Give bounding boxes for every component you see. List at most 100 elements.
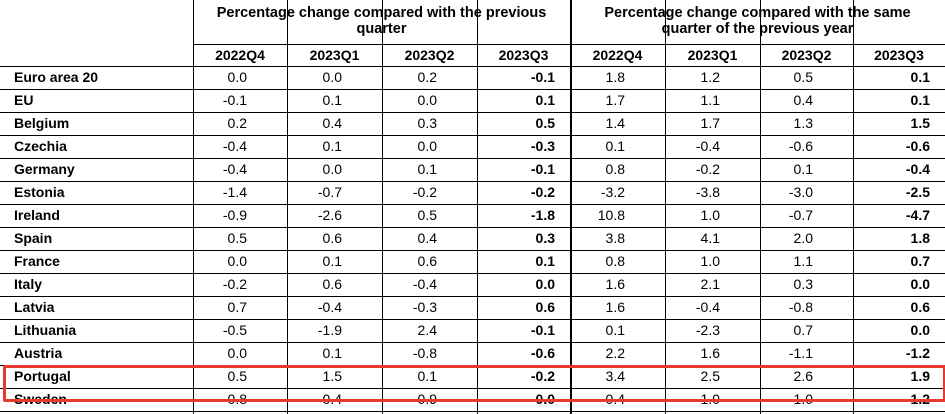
cell-value: 0.0 (910, 322, 930, 338)
cell-value: 1.1 (700, 92, 720, 108)
column-rule (853, 0, 854, 414)
row-label: France (14, 253, 60, 269)
row-label: EU (14, 92, 34, 108)
cell-value: 0.4 (417, 230, 437, 246)
cell-value: 1.5 (322, 368, 342, 384)
cell-value: 0.7 (910, 253, 930, 269)
cell-value: 1.0 (700, 253, 720, 269)
row-label: Austria (14, 345, 63, 361)
cell-value: 2.4 (417, 322, 437, 338)
cell-value: 0.1 (417, 161, 437, 177)
group-header: Percentage change compared with the same… (604, 5, 911, 37)
cell-value: -0.2 (412, 184, 437, 200)
cell-value: -1.9 (317, 322, 342, 338)
cell-value: -0.1 (222, 92, 247, 108)
row-rule (0, 112, 945, 113)
cell-value: 0.0 (417, 138, 437, 154)
column-rule (382, 0, 383, 414)
row-rule (0, 296, 945, 297)
cell-value: -1.2 (905, 345, 930, 361)
cell-value: -0.9 (222, 207, 247, 223)
cell-value: 0.1 (605, 138, 625, 154)
column-header: 2023Q2 (781, 47, 832, 63)
cell-value: 1.8 (910, 230, 930, 246)
cell-value: -1.4 (222, 184, 247, 200)
row-label: Italy (14, 276, 43, 292)
cell-value: 0.0 (227, 345, 247, 361)
column-rule (665, 0, 666, 414)
column-header: 2023Q3 (874, 47, 924, 63)
cell-value: 0.1 (535, 253, 555, 269)
cell-value: 0.1 (910, 92, 930, 108)
cell-value: -0.6 (788, 138, 813, 154)
cell-value: 10.8 (597, 207, 625, 223)
cell-value: -0.1 (530, 161, 555, 177)
cell-value: 0.1 (322, 253, 342, 269)
cell-value: 0.1 (417, 368, 437, 384)
cell-value: 0.3 (535, 230, 555, 246)
cell-value: 0.0 (417, 92, 437, 108)
cell-value: -0.4 (695, 299, 720, 315)
cell-value: 0.3 (793, 276, 813, 292)
cell-value: -0.8 (788, 299, 813, 315)
cell-value: -0.2 (222, 276, 247, 292)
column-rule (477, 0, 478, 414)
cell-value: 1.7 (605, 92, 625, 108)
cell-value: 1.9 (910, 368, 930, 384)
column-header: 2023Q1 (309, 47, 360, 63)
cell-value: -2.3 (695, 322, 720, 338)
cell-value: -0.8 (412, 345, 437, 361)
header-rule (193, 44, 945, 45)
cell-value: 1.5 (910, 115, 930, 131)
cell-value: 0.1 (910, 69, 930, 85)
cell-value: 3.4 (605, 368, 625, 384)
row-rule (0, 227, 945, 228)
row-label: Spain (14, 230, 53, 246)
row-label: Ireland (14, 207, 60, 223)
cell-value: -3.0 (788, 184, 813, 200)
cell-value: 0.1 (793, 161, 813, 177)
cell-value: 1.3 (793, 115, 813, 131)
cell-value: 2.2 (605, 345, 625, 361)
cell-value: 1.6 (605, 299, 625, 315)
cell-value: -0.3 (412, 299, 437, 315)
cell-value: 4.1 (700, 230, 720, 246)
cell-value: 0.6 (910, 299, 930, 315)
cell-value: -0.4 (317, 299, 342, 315)
cell-value: 0.8 (605, 253, 625, 269)
cell-value: 1.0 (700, 207, 720, 223)
row-rule (0, 388, 945, 389)
cell-value: 1.6 (605, 276, 625, 292)
cell-value: 0.0 (322, 161, 342, 177)
cell-value: -2.5 (905, 184, 930, 200)
cell-value: 1.1 (793, 253, 813, 269)
row-label: Germany (14, 161, 75, 177)
cell-value: -0.6 (905, 138, 930, 154)
cell-value: -0.6 (530, 345, 555, 361)
row-rule (0, 66, 945, 67)
row-label: Estonia (14, 184, 65, 200)
cell-value: -0.4 (412, 276, 437, 292)
cell-value: 0.2 (227, 115, 247, 131)
cell-value: -0.3 (530, 138, 555, 154)
cell-value: -2.6 (317, 207, 342, 223)
cell-value: 0.3 (417, 115, 437, 131)
cell-value: -3.8 (695, 184, 720, 200)
cell-value: 0.5 (535, 115, 555, 131)
cell-value: 0.6 (535, 299, 555, 315)
column-header: 2022Q4 (215, 47, 265, 63)
column-header: 2023Q3 (498, 47, 549, 63)
row-label: Portugal (14, 368, 71, 384)
cell-value: 0.6 (417, 253, 437, 269)
cell-value: -3.2 (600, 184, 625, 200)
cell-value: 1.8 (605, 69, 625, 85)
cell-value: -0.5 (222, 322, 247, 338)
row-rule (0, 273, 945, 274)
highlight-box (3, 365, 945, 402)
cell-value: -0.2 (530, 368, 555, 384)
column-rule (570, 0, 572, 414)
row-rule (0, 411, 945, 412)
cell-value: -0.4 (222, 161, 247, 177)
cell-value: -0.1 (530, 322, 555, 338)
cell-value: 0.1 (535, 92, 555, 108)
